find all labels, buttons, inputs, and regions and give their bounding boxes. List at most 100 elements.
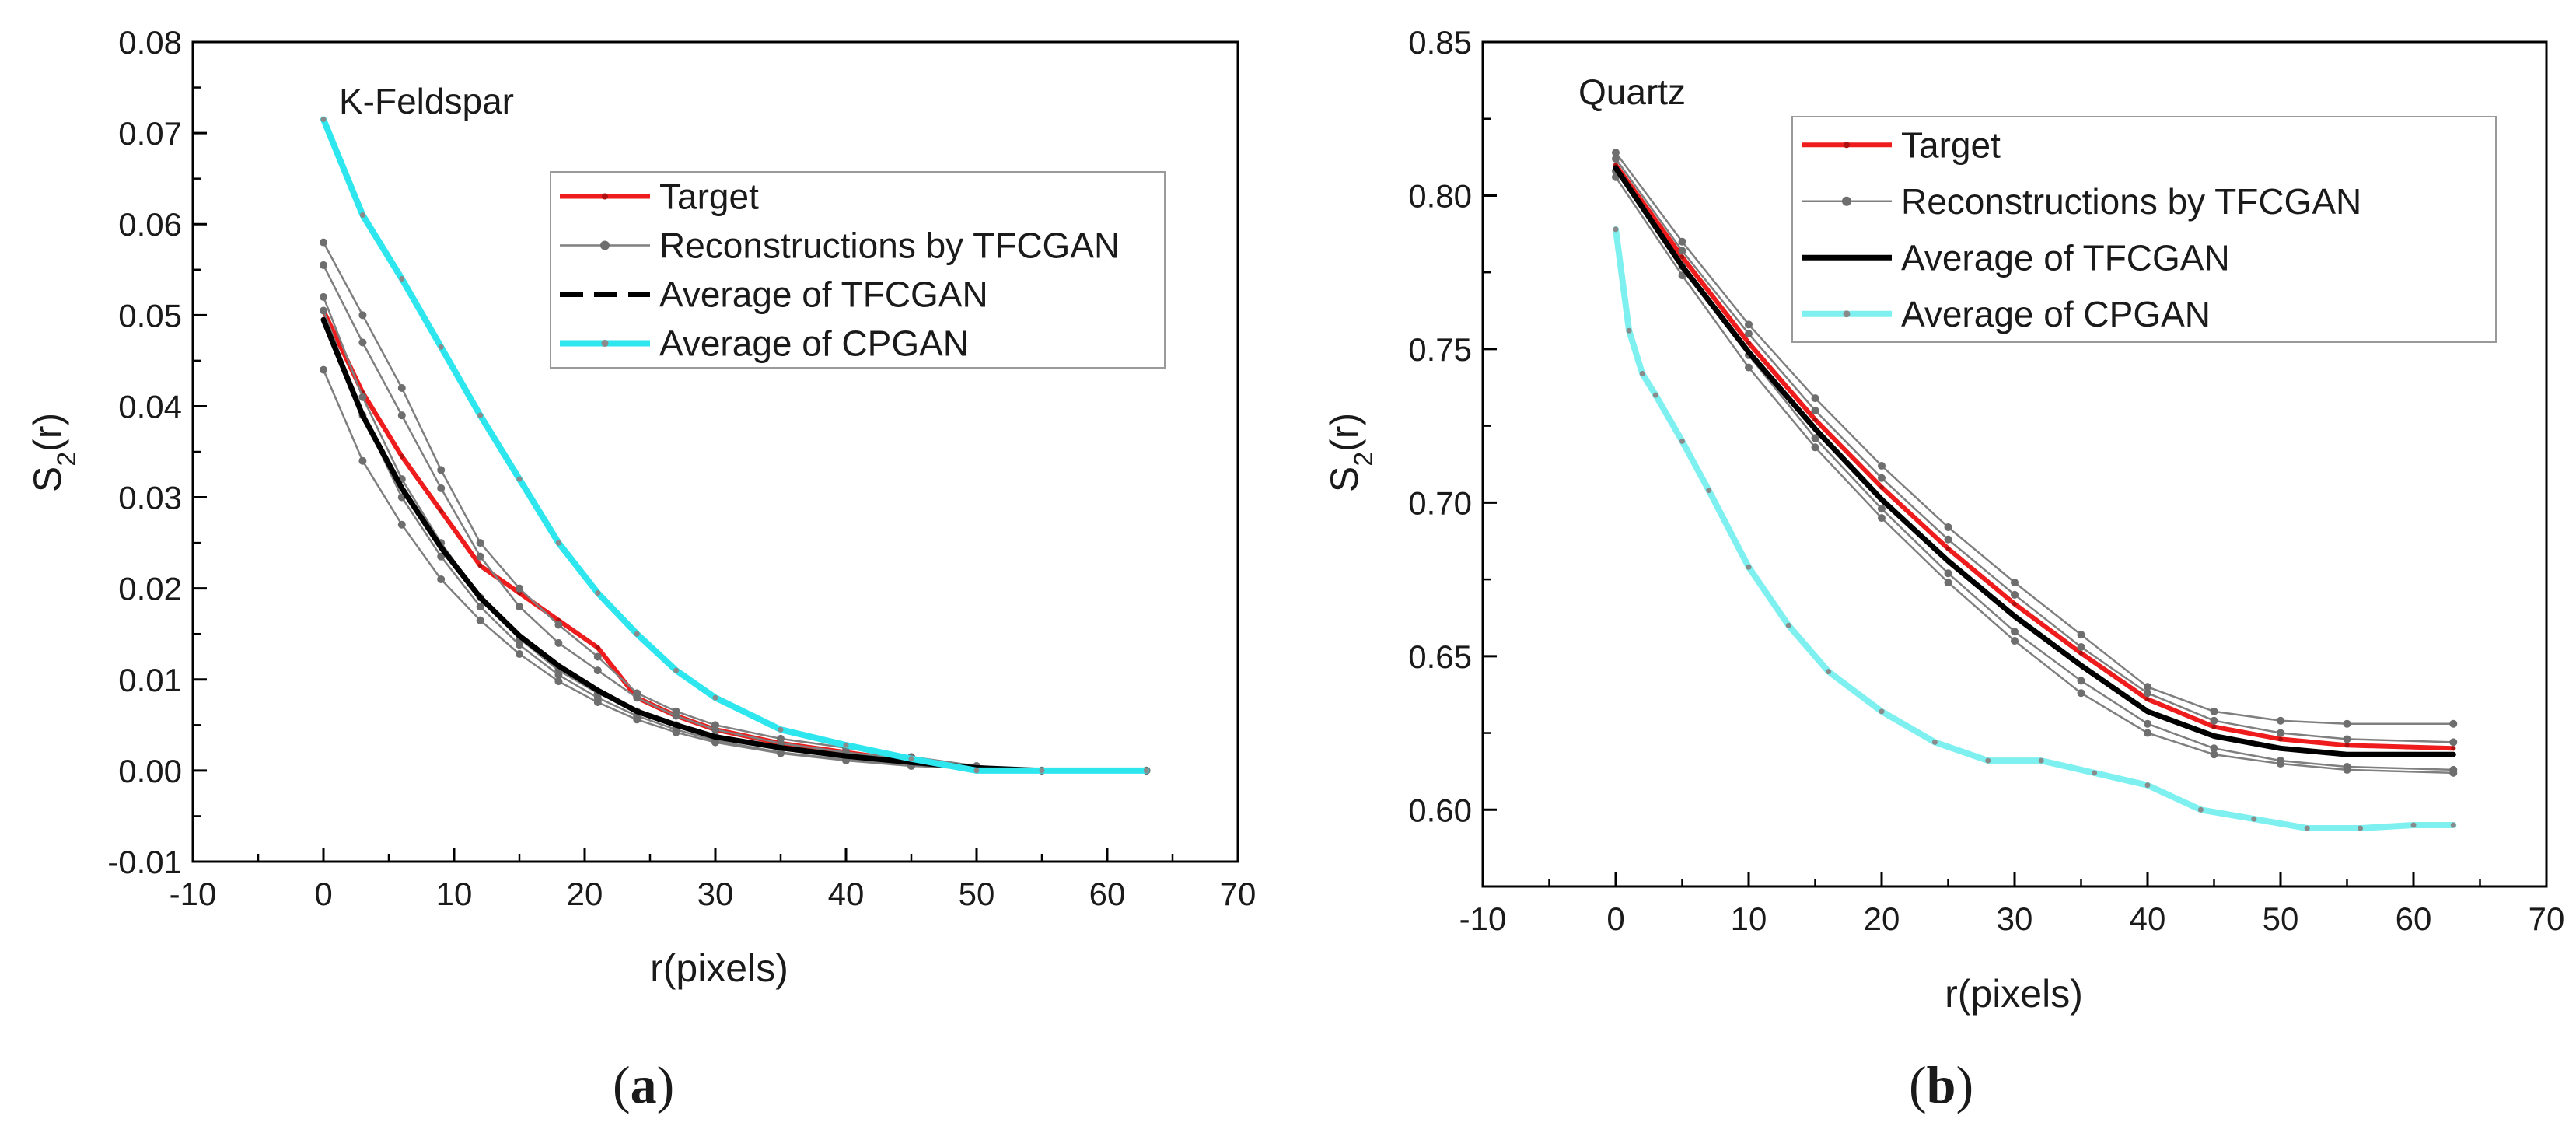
panel-b-data-point [2011, 637, 2019, 645]
panel-a-data-point [397, 411, 406, 420]
panel-a-caption-letter: a [631, 1055, 657, 1114]
panel-a-legend-box [550, 171, 1166, 369]
panel-b-data-point [2145, 697, 2150, 702]
panel-a-data-point [843, 742, 849, 748]
panel-a-data-point [476, 552, 484, 561]
panel-a-data-point [595, 645, 600, 650]
panel-b-data-point [1745, 330, 1753, 338]
panel-b-data-point [2077, 677, 2085, 685]
panel-a-data-point [1143, 768, 1149, 774]
panel-a-data-point [672, 728, 680, 736]
panel-b-data-point [2449, 768, 2458, 777]
panel-b-legend-box [1791, 116, 2497, 343]
panel-b-data-point [1678, 271, 1686, 280]
panel-a-data-point [593, 652, 602, 661]
panel-a-data-point [1039, 768, 1045, 774]
panel-a-x-tick-label: 30 [697, 876, 734, 912]
panel-b-data-point [2092, 770, 2098, 776]
panel-b-series-3 [1612, 173, 2458, 777]
panel-a-data-point [593, 666, 602, 675]
panel-a-data-point [593, 698, 602, 707]
panel-b-y-tick-label: 0.85 [1408, 24, 1472, 61]
panel-b-data-point [1944, 579, 1952, 587]
panel-b-data-point [1811, 406, 1819, 414]
panel-b-series-1 [1612, 149, 2458, 728]
panel-a-data-point [320, 261, 327, 269]
panel-b-legend-marker [1844, 142, 1850, 149]
panel-b-series-0 [1613, 162, 2456, 751]
panel-b-data-point [1706, 488, 1712, 494]
panel-a-data-point [554, 621, 563, 629]
panel-a-data-point [516, 476, 523, 482]
panel-a-data-point [476, 539, 484, 547]
panel-a-data-point [437, 575, 446, 583]
panel-b-data-point [2277, 760, 2284, 768]
panel-b-data-point [2144, 782, 2151, 789]
panel-b-legend-label: Average of CPGAN [1901, 294, 2211, 334]
panel-a-legend-marker [601, 340, 609, 347]
panel-a-x-tick-label: 70 [1220, 876, 1257, 912]
panel-b-data-point [1931, 739, 1938, 745]
panel-b-data-point [2077, 689, 2085, 698]
panel-a-data-point [439, 509, 444, 514]
panel-b-data-point [2251, 816, 2257, 822]
panel-b-data-point [1812, 417, 1818, 422]
panel-b-data-point [1613, 226, 1619, 233]
panel-a-data-point [712, 694, 718, 701]
panel-a-data-point [320, 117, 327, 123]
panel-b-y-tick-label: 0.65 [1408, 638, 1472, 675]
panel-b-data-point [1879, 484, 1884, 490]
panel-a-x-tick-label: 0 [314, 876, 332, 912]
panel-a-data-point [555, 540, 561, 546]
panel-b-x-tick-label: 30 [1997, 900, 2033, 937]
panel-b-x-tick-label: -10 [1459, 900, 1507, 937]
panel-b-data-point [1944, 569, 1952, 578]
panel-a-data-point [477, 412, 484, 418]
panel-a-data-point [711, 726, 719, 734]
panel-b-data-point [2450, 822, 2456, 828]
panel-b-data-point [1811, 434, 1819, 442]
panel-a-data-point [399, 453, 404, 459]
panel-b-data-point [2011, 579, 2019, 587]
panel-b-legend-label: Average of TFCGAN [1901, 237, 2230, 278]
panel-a-legend: Target Reconstructions by TFCGAN Average o… [550, 171, 1166, 369]
panel-a-data-point [358, 393, 367, 401]
panel-b-x-tick-label: 20 [1864, 900, 1900, 937]
panel-b-data-point [2210, 716, 2218, 725]
panel-a-legend-marker [602, 193, 608, 200]
panel-a-data-point [633, 715, 641, 724]
panel-a-legend-marker [600, 240, 610, 250]
panel-a-data-point [554, 677, 563, 686]
panel-b-x-tick-label: 50 [2263, 900, 2299, 937]
panel-b-legend-marker [1842, 196, 1851, 206]
panel-a-data-point [554, 638, 563, 647]
panel-a-data-point [476, 603, 484, 611]
panel-b-data-point [2197, 806, 2204, 813]
panel-b-y-tick-label: 0.60 [1408, 792, 1472, 828]
panel-b-y-tick-label: 0.70 [1408, 484, 1472, 521]
panel-a-axis-ticks: -10 0 10 20 30 40 50 60 70 -0.01 0.00 0.01 0.02 0.03 0… [107, 24, 1256, 912]
panel-a-data-point [320, 292, 327, 301]
panel-b-y-axis-label: S2(r) [1323, 413, 1379, 492]
panel-a-data-point [437, 552, 446, 561]
panel-b-data-point [2358, 825, 2364, 831]
panel-a-data-point [673, 667, 680, 673]
panel-a-x-tick-label: 20 [567, 876, 603, 912]
panel-a-data-point [908, 756, 914, 762]
panel-b-data-point [1811, 394, 1819, 403]
panel-b-data-point [2304, 825, 2310, 831]
panel-a-data-point [973, 768, 980, 774]
panel-b-data-point [1944, 523, 1952, 531]
panel-b-y-label-tail: (r) [1323, 413, 1366, 452]
panel-a-y-tick-label: 0.04 [118, 388, 182, 425]
panel-a-data-point [516, 584, 523, 593]
panel-a-data-point [437, 484, 446, 492]
panel-a-y-label-base: S [26, 467, 69, 492]
panel-a-y-tick-label: 0.03 [118, 480, 182, 516]
panel-b-data-point [1746, 341, 1751, 346]
panel-a-data-point [554, 670, 563, 679]
panel-a-data-point [634, 631, 640, 637]
panel-a-chart: -10 0 10 20 30 40 50 60 70 -0.01 0.00 0.01 0.02 0.03 0… [26, 24, 1256, 1114]
panel-b-data-point [1679, 254, 1685, 260]
panel-b-data-point [1944, 535, 1952, 544]
